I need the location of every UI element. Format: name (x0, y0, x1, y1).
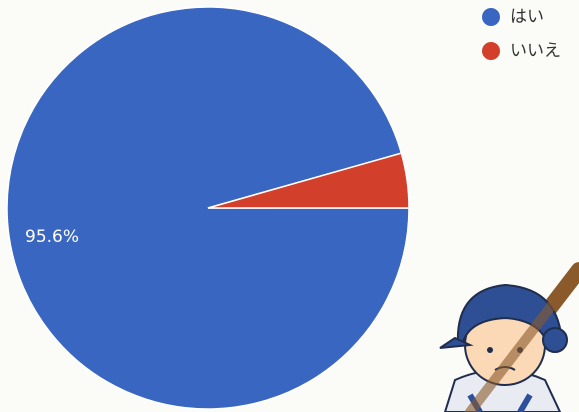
pie: 95.6% (6, 6, 410, 410)
pie-slice (207, 152, 410, 209)
legend-swatch (482, 42, 500, 60)
legend-label: はい (510, 7, 544, 27)
legend-swatch (482, 8, 500, 26)
legend-label: いいえ (510, 41, 561, 61)
illustration (439, 262, 579, 412)
slice-label: 95.6% (25, 227, 79, 247)
